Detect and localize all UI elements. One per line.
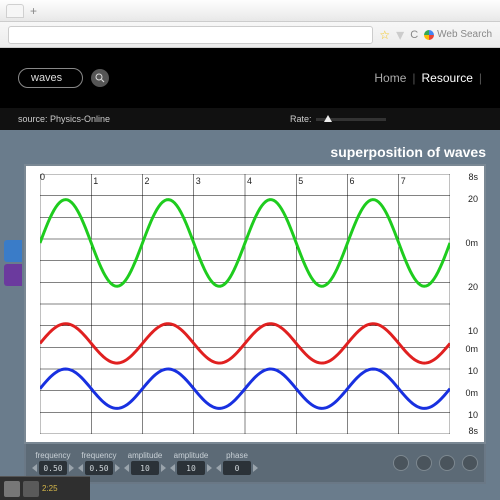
control-value[interactable]: 0 xyxy=(223,461,251,475)
site-header: waves Home | Resource | xyxy=(0,48,500,108)
control-button-4[interactable] xyxy=(462,455,478,471)
control-phase: phase0 xyxy=(216,451,258,475)
y-tick: 10 xyxy=(468,326,478,336)
sim-controls: frequency0.50frequency0.50amplitude10amp… xyxy=(24,444,486,484)
svg-text:5: 5 xyxy=(298,176,303,186)
nav-links: Home | Resource | xyxy=(374,71,482,85)
svg-text:4: 4 xyxy=(247,176,252,186)
task-icon[interactable] xyxy=(23,481,39,497)
increment-icon[interactable] xyxy=(207,464,212,472)
side-tab-1[interactable] xyxy=(4,240,22,262)
browser-address-bar: ☆ ▾ C Web Search xyxy=(0,22,500,48)
site-search-input[interactable]: waves xyxy=(18,68,83,88)
increment-icon[interactable] xyxy=(253,464,258,472)
search-engine-icon xyxy=(424,30,434,40)
y-tick: 0m xyxy=(465,388,478,398)
y-tick: 20 xyxy=(468,194,478,204)
nav-home[interactable]: Home xyxy=(374,71,406,85)
svg-text:7: 7 xyxy=(401,176,406,186)
search-placeholder: Web Search xyxy=(437,29,492,40)
control-value[interactable]: 10 xyxy=(131,461,159,475)
bookmark-star-icon[interactable]: ☆ xyxy=(379,28,390,42)
browser-tab[interactable] xyxy=(6,4,24,18)
wave-plot: 1 2 3 4 5 6 7 0 8s 8s 20 0m 20 10 0m 10 0m 10 xyxy=(24,164,486,444)
browser-tab-bar: + xyxy=(0,0,500,22)
sim-title: superposition of waves xyxy=(24,144,500,160)
nav-resource[interactable]: Resource xyxy=(422,71,473,85)
new-tab-icon[interactable]: + xyxy=(30,4,37,18)
rate-slider[interactable] xyxy=(316,118,386,121)
control-label: amplitude xyxy=(128,451,163,460)
y-tick: 0m xyxy=(465,238,478,248)
control-label: amplitude xyxy=(174,451,209,460)
task-time: 2:25 xyxy=(42,484,58,493)
y-tick: 10 xyxy=(468,366,478,376)
control-value[interactable]: 0.50 xyxy=(39,461,67,475)
control-amplitude: amplitude10 xyxy=(124,451,166,475)
decrement-icon[interactable] xyxy=(170,464,175,472)
rate-label: Rate: xyxy=(290,114,312,124)
taskbar-strip: 2:25 xyxy=(0,476,90,500)
y-tick: 0m xyxy=(465,344,478,354)
increment-icon[interactable] xyxy=(115,464,120,472)
url-input[interactable] xyxy=(8,26,373,44)
control-label: phase xyxy=(226,451,248,460)
svg-text:1: 1 xyxy=(93,176,98,186)
svg-text:2: 2 xyxy=(144,176,149,186)
control-button-1[interactable] xyxy=(393,455,409,471)
increment-icon[interactable] xyxy=(69,464,74,472)
source-label: source: Physics-Online xyxy=(18,114,110,124)
increment-icon[interactable] xyxy=(161,464,166,472)
divider: ▾ xyxy=(396,25,404,45)
decrement-icon[interactable] xyxy=(32,464,37,472)
y-tick: 10 xyxy=(468,410,478,420)
content-pane: superposition of waves 1 2 3 4 5 6 7 0 8s 8s 2… xyxy=(0,130,500,500)
control-value[interactable]: 0.50 xyxy=(85,461,113,475)
svg-text:6: 6 xyxy=(349,176,354,186)
sub-bar: source: Physics-Online Rate: xyxy=(0,108,500,130)
decrement-icon[interactable] xyxy=(124,464,129,472)
control-label: frequency xyxy=(35,451,70,460)
x-end-label: 8s xyxy=(468,172,478,182)
side-tab-2[interactable] xyxy=(4,264,22,286)
control-frequency: frequency0.50 xyxy=(32,451,74,475)
control-button-3[interactable] xyxy=(439,455,455,471)
x-end-label-bottom: 8s xyxy=(468,426,478,436)
search-icon[interactable] xyxy=(91,69,109,87)
browser-search-box[interactable]: Web Search xyxy=(424,29,492,40)
y-tick: 20 xyxy=(468,282,478,292)
decrement-icon[interactable] xyxy=(216,464,221,472)
x-tick: 0 xyxy=(40,172,45,182)
decrement-icon[interactable] xyxy=(78,464,83,472)
control-amplitude: amplitude10 xyxy=(170,451,212,475)
task-icon[interactable] xyxy=(4,481,20,497)
reload-icon[interactable]: C xyxy=(410,29,418,41)
control-label: frequency xyxy=(81,451,116,460)
control-frequency: frequency0.50 xyxy=(78,451,120,475)
control-button-2[interactable] xyxy=(416,455,432,471)
svg-text:3: 3 xyxy=(196,176,201,186)
control-value[interactable]: 10 xyxy=(177,461,205,475)
